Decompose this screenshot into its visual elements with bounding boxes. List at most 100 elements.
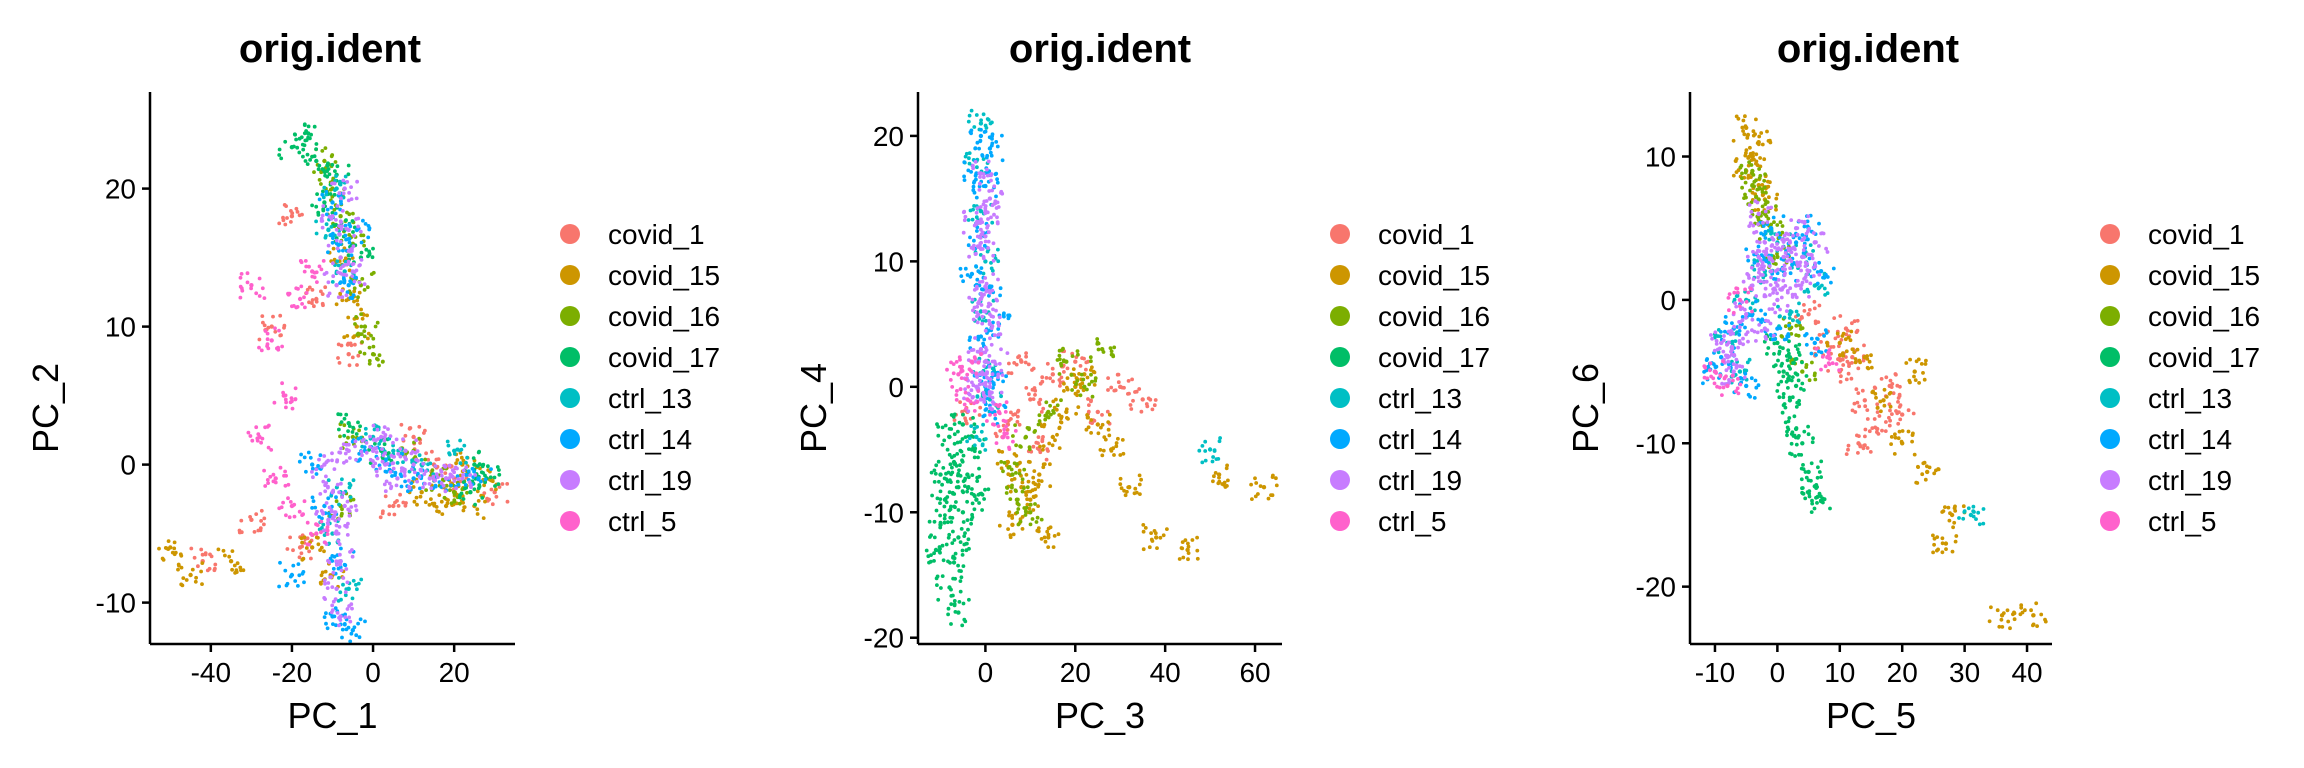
point — [380, 447, 384, 451]
point — [977, 317, 982, 321]
point — [982, 497, 986, 501]
point — [1734, 366, 1739, 370]
point — [1031, 444, 1036, 449]
point — [1723, 329, 1727, 334]
legend-label: ctrl_14 — [1378, 424, 1462, 455]
point — [960, 553, 965, 557]
point — [1802, 429, 1807, 434]
point — [355, 363, 359, 367]
point — [403, 455, 407, 460]
point — [1804, 475, 1809, 480]
point — [421, 461, 426, 466]
point — [435, 509, 439, 513]
legend-swatch — [1330, 306, 1350, 326]
point — [495, 465, 500, 469]
point — [1920, 472, 1925, 477]
point — [1800, 490, 1804, 495]
point — [975, 479, 980, 483]
point — [417, 436, 421, 441]
point — [262, 323, 267, 328]
point — [976, 337, 981, 342]
point — [334, 218, 338, 222]
point — [1023, 434, 1029, 440]
point — [312, 304, 316, 309]
point — [333, 518, 338, 523]
point — [1884, 395, 1889, 399]
point — [360, 340, 364, 344]
point — [478, 466, 482, 471]
point — [346, 421, 351, 426]
point — [985, 419, 989, 423]
point — [348, 550, 352, 554]
point — [261, 320, 265, 325]
point — [423, 481, 427, 486]
point — [333, 510, 338, 515]
point — [1906, 429, 1911, 434]
point — [1138, 492, 1142, 496]
point — [324, 270, 329, 275]
point — [986, 239, 991, 244]
point — [338, 559, 343, 564]
point — [1811, 231, 1816, 235]
point — [1794, 442, 1799, 447]
point — [991, 307, 995, 312]
point — [326, 161, 330, 166]
point — [1810, 498, 1814, 503]
point — [1212, 474, 1216, 479]
point — [989, 342, 994, 347]
point — [969, 359, 975, 364]
point — [1746, 392, 1751, 397]
point — [1195, 556, 1200, 561]
point — [344, 459, 349, 463]
point — [1000, 158, 1005, 163]
point — [347, 233, 352, 237]
point — [332, 554, 337, 559]
point — [1777, 235, 1782, 240]
point — [289, 145, 295, 150]
point — [1793, 292, 1797, 297]
legend: covid_1covid_15covid_16covid_17ctrl_13ct… — [2100, 219, 2260, 537]
point — [1869, 353, 1873, 358]
point — [454, 461, 458, 466]
point — [262, 516, 267, 521]
point — [969, 388, 974, 393]
point — [1961, 504, 1966, 509]
point — [324, 189, 329, 194]
point — [1074, 382, 1078, 387]
point — [320, 225, 325, 230]
point — [464, 465, 469, 470]
point — [342, 433, 347, 438]
point — [1775, 254, 1780, 260]
point — [1883, 429, 1888, 433]
point — [1824, 331, 1829, 335]
point — [1867, 359, 1872, 364]
point — [334, 227, 339, 232]
point — [1225, 484, 1229, 488]
point — [1109, 447, 1114, 452]
point — [1736, 377, 1740, 381]
point — [351, 497, 356, 502]
point — [1812, 306, 1817, 311]
point — [1755, 239, 1760, 244]
point — [1041, 435, 1045, 439]
point — [1070, 354, 1075, 358]
point — [326, 227, 331, 233]
legend-item-ctrl_14: ctrl_14 — [2100, 424, 2232, 455]
point — [1750, 309, 1754, 314]
point — [1708, 361, 1713, 366]
point — [978, 397, 984, 402]
point — [339, 481, 343, 486]
point — [337, 525, 342, 529]
point — [1817, 333, 1822, 337]
legend-label: ctrl_19 — [1378, 465, 1462, 496]
point — [367, 251, 372, 256]
point — [415, 479, 419, 484]
point — [323, 569, 328, 574]
point — [1912, 452, 1917, 457]
point — [356, 436, 361, 441]
point — [1822, 275, 1827, 280]
legend: covid_1covid_15covid_16covid_17ctrl_13ct… — [560, 219, 720, 537]
legend-swatch — [1330, 224, 1350, 244]
point — [1869, 365, 1874, 370]
point — [1046, 535, 1051, 540]
